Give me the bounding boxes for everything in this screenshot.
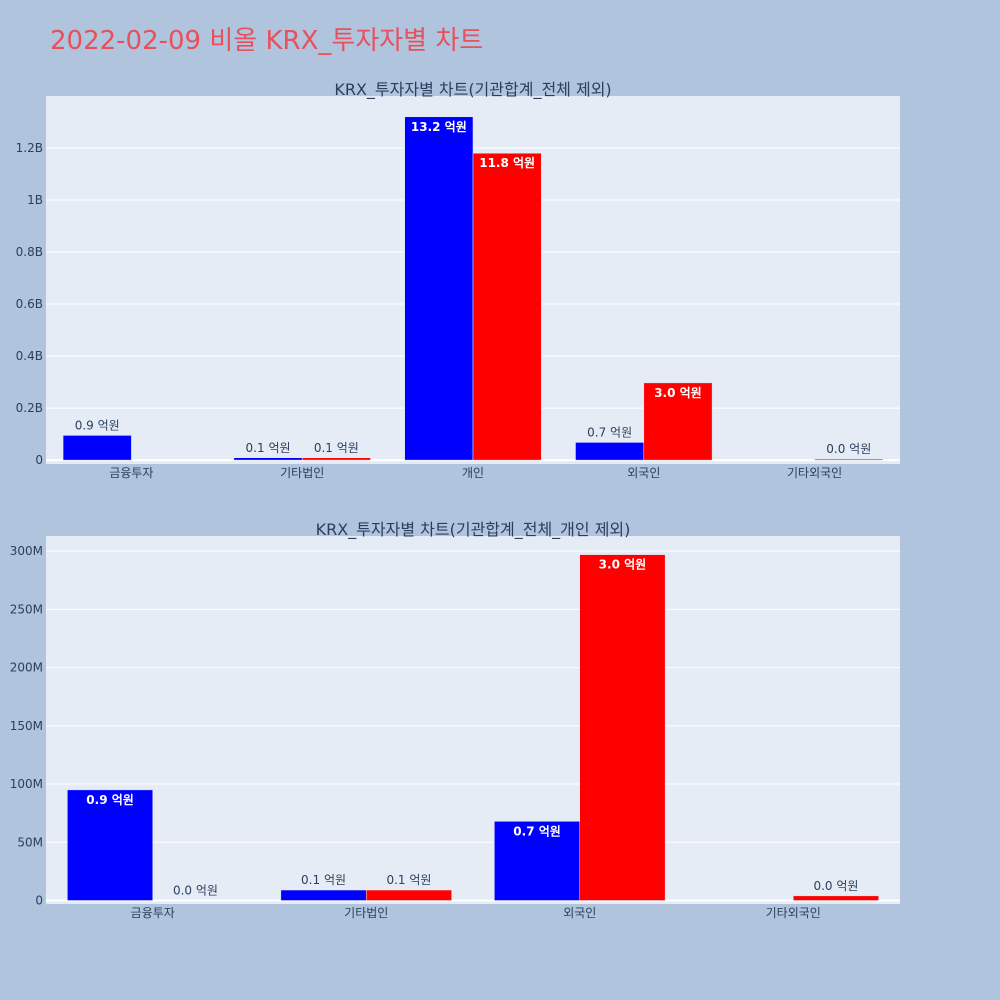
y-tick-label: 0 <box>35 453 43 467</box>
bar[interactable] <box>67 789 153 901</box>
x-tick-label: 기타외국인 <box>766 906 821 920</box>
bar-value-label: 11.8 억원 <box>479 156 535 170</box>
y-tick-label: 300M <box>10 544 43 558</box>
x-tick-label: 외국인 <box>563 906 596 920</box>
bar[interactable] <box>575 442 645 461</box>
y-tick-label: 250M <box>10 602 43 616</box>
bar-value-label: 3.0 억원 <box>654 386 702 400</box>
page-title: 2022-02-09 비올 KRX_투자자별 차트 <box>50 26 483 56</box>
bar-value-label: 0.0 억원 <box>173 884 218 898</box>
y-tick-label: 150M <box>10 719 43 733</box>
bar[interactable] <box>62 435 132 461</box>
y-tick-label: 100M <box>10 777 43 791</box>
bar[interactable] <box>814 458 884 461</box>
bar-value-label: 0.1 억원 <box>246 441 291 455</box>
y-tick-label: 1B <box>27 193 43 207</box>
x-tick-label: 기타법인 <box>344 906 388 920</box>
chart-title-bottom: KRX_투자자별 차트(기관합계_전체_개인 제외) <box>316 520 631 540</box>
bar[interactable] <box>494 821 581 901</box>
bar[interactable] <box>579 554 666 901</box>
bar[interactable] <box>233 457 303 461</box>
bar[interactable] <box>643 382 713 461</box>
y-tick-label: 200M <box>10 661 43 675</box>
x-tick-label: 기타외국인 <box>787 466 842 480</box>
bar-value-label: 0.7 억원 <box>587 425 632 439</box>
x-tick-label: 개인 <box>462 466 484 480</box>
bar-value-label: 0.1 억원 <box>314 441 359 455</box>
x-tick-label: 외국인 <box>627 466 660 480</box>
bar-value-label: 0.0 억원 <box>826 442 871 456</box>
x-tick-label: 기타법인 <box>280 466 324 480</box>
chart-bottom: KRX_투자자별 차트(기관합계_전체_개인 제외) 0 50M 100M 150M 2… <box>10 520 900 920</box>
y-tick-label: 0.6B <box>16 297 43 311</box>
y-tick-label: 0.8B <box>16 245 43 259</box>
bar[interactable] <box>472 152 542 461</box>
bar-value-label: 0.1 억원 <box>386 873 431 887</box>
bar[interactable] <box>404 116 474 461</box>
y-tick-label: 0.4B <box>16 349 43 363</box>
bar[interactable] <box>793 895 879 901</box>
bar-value-label: 3.0 억원 <box>599 558 647 572</box>
bar[interactable] <box>301 457 371 461</box>
y-tick-label: 1.2B <box>16 141 43 155</box>
chart-title-top: KRX_투자자별 차트(기관합계_전체 제외) <box>334 80 611 100</box>
bar-value-label: 0.0 억원 <box>813 879 858 893</box>
bar-value-label: 0.9 억원 <box>75 418 120 432</box>
bar-value-label: 0.1 억원 <box>301 873 346 887</box>
y-tick-label: 0.2B <box>16 401 43 415</box>
x-tick-label: 금융투자 <box>109 466 153 480</box>
bar-value-label: 0.7 억원 <box>513 824 561 838</box>
y-tick-label: 50M <box>17 835 43 849</box>
plot-area-bottom <box>46 536 900 904</box>
bar-value-label: 13.2 억원 <box>411 120 467 134</box>
bar[interactable] <box>366 889 452 901</box>
chart-top: KRX_투자자별 차트(기관합계_전체 제외) 0 0.2B 0.4B 0.6B 0.8… <box>16 80 900 480</box>
bar[interactable] <box>280 889 367 901</box>
bar-value-label: 0.9 억원 <box>86 793 134 807</box>
y-tick-label: 0 <box>35 894 43 908</box>
x-tick-label: 금융투자 <box>131 906 175 920</box>
